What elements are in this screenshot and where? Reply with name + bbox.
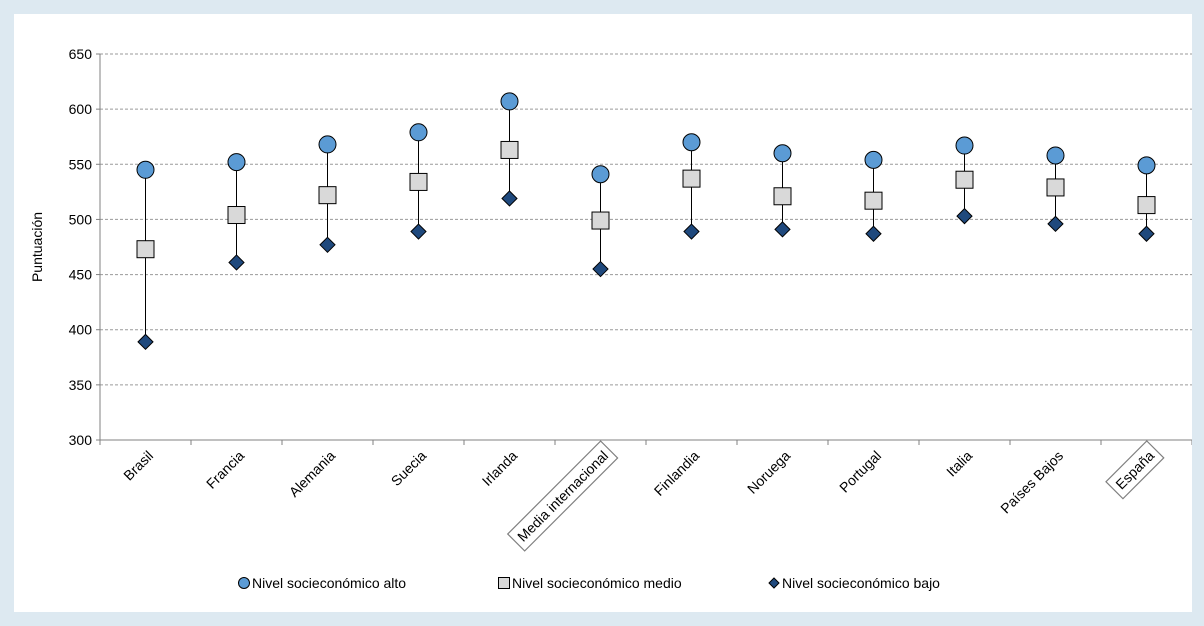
point-medio — [409, 172, 428, 191]
point-medio — [864, 191, 883, 210]
point-medio — [318, 186, 337, 205]
x-tick-label-group: España — [1105, 440, 1165, 500]
point-alto — [136, 160, 155, 179]
data-markers — [136, 92, 1156, 351]
legend-marker-square — [498, 577, 510, 589]
legend-item: Nivel socieconómico bajo — [768, 575, 940, 591]
point-medio — [1137, 196, 1156, 215]
y-axis-label: Puntuación — [29, 212, 45, 282]
y-tick-label: 300 — [69, 432, 93, 448]
point-medio — [682, 169, 701, 188]
x-tick-label: Alemania — [286, 447, 339, 500]
point-bajo — [228, 254, 245, 271]
point-bajo — [683, 223, 700, 240]
x-tick-label: Italia — [943, 447, 975, 479]
point-bajo — [319, 236, 336, 254]
x-tick-label: Finlandia — [651, 447, 703, 499]
point-alto — [955, 136, 974, 155]
x-tick-label-group: Irlanda — [479, 447, 521, 489]
x-tick-label: Media internacional — [514, 447, 611, 544]
legend-label: Nivel socieconómico medio — [512, 575, 682, 591]
x-axis-ticks: Brasil Francia Alemania Suecia IrlandaMedia … — [99, 440, 1192, 552]
legend-item: Nivel socieconómico alto — [238, 575, 406, 591]
point-alto — [318, 135, 337, 154]
x-tick-label: Brasil — [120, 447, 156, 483]
x-tick-label-group: Suecia — [388, 447, 430, 489]
point-medio — [773, 187, 792, 206]
highlight-box — [1105, 440, 1165, 500]
point-bajo — [137, 333, 154, 351]
gridlines — [100, 53, 1192, 386]
point-medio — [1046, 178, 1065, 197]
range-lines — [145, 101, 1147, 342]
legend-label: Nivel socieconómico alto — [252, 575, 406, 591]
x-tick-label: Francia — [203, 447, 247, 491]
x-tick-label: España — [1112, 447, 1157, 492]
point-bajo — [1138, 225, 1155, 242]
y-tick-label: 500 — [69, 211, 93, 227]
y-tick-label: 350 — [69, 377, 93, 393]
point-alto — [227, 153, 246, 172]
point-medio — [136, 240, 155, 259]
x-tick-label: Portugal — [836, 447, 884, 495]
x-tick-label-group: Países Bajos — [997, 447, 1066, 516]
legend: Nivel socieconómico alto Nivel socieconóm… — [238, 575, 940, 591]
point-bajo — [1047, 215, 1064, 233]
point-medio — [955, 170, 974, 189]
point-bajo — [865, 225, 882, 242]
point-alto — [409, 123, 428, 142]
y-tick-label: 550 — [69, 156, 93, 172]
x-tick-label-group: Francia — [203, 447, 247, 491]
point-bajo — [501, 190, 518, 207]
legend-marker-circle — [238, 577, 250, 589]
point-bajo — [774, 221, 791, 238]
legend-label: Nivel socieconómico bajo — [782, 575, 940, 591]
legend-marker-diamond — [768, 577, 780, 589]
x-tick-label-group: Italia — [943, 447, 975, 479]
point-alto — [500, 92, 519, 111]
x-tick-label: Suecia — [388, 447, 430, 489]
point-bajo — [956, 207, 973, 225]
chart: 300 350 400 450 500 550 600 650 Puntuación Bras… — [29, 46, 1192, 591]
y-tick-label: 600 — [69, 101, 93, 117]
point-alto — [1137, 156, 1156, 175]
x-tick-label-group: Alemania — [286, 447, 339, 500]
y-tick-label: 450 — [69, 267, 93, 283]
point-alto — [1046, 146, 1065, 165]
point-alto — [591, 165, 610, 184]
chart-panel: 300 350 400 450 500 550 600 650 Puntuación Bras… — [14, 14, 1192, 612]
legend-item: Nivel socieconómico medio — [498, 575, 682, 591]
highlight-box — [506, 440, 619, 552]
point-alto — [773, 144, 792, 163]
x-tick-label-group: Noruega — [744, 447, 793, 496]
x-tick-label-group: Brasil — [120, 447, 156, 483]
x-tick-label: Noruega — [744, 447, 793, 496]
point-medio — [591, 211, 610, 230]
y-tick-label: 650 — [69, 46, 93, 62]
x-tick-label-group: Media internacional — [506, 440, 619, 552]
y-axis-ticks: 300 350 400 450 500 550 600 650 — [69, 46, 101, 448]
point-alto — [864, 150, 883, 169]
point-bajo — [410, 223, 427, 240]
point-alto — [682, 133, 701, 152]
x-tick-label: Irlanda — [479, 447, 521, 489]
y-tick-label: 400 — [69, 322, 93, 338]
point-medio — [227, 206, 246, 225]
x-tick-label: Países Bajos — [997, 447, 1066, 516]
x-tick-label-group: Portugal — [836, 447, 884, 495]
x-tick-label-group: Finlandia — [651, 447, 703, 499]
point-bajo — [592, 260, 609, 278]
point-medio — [500, 140, 519, 159]
